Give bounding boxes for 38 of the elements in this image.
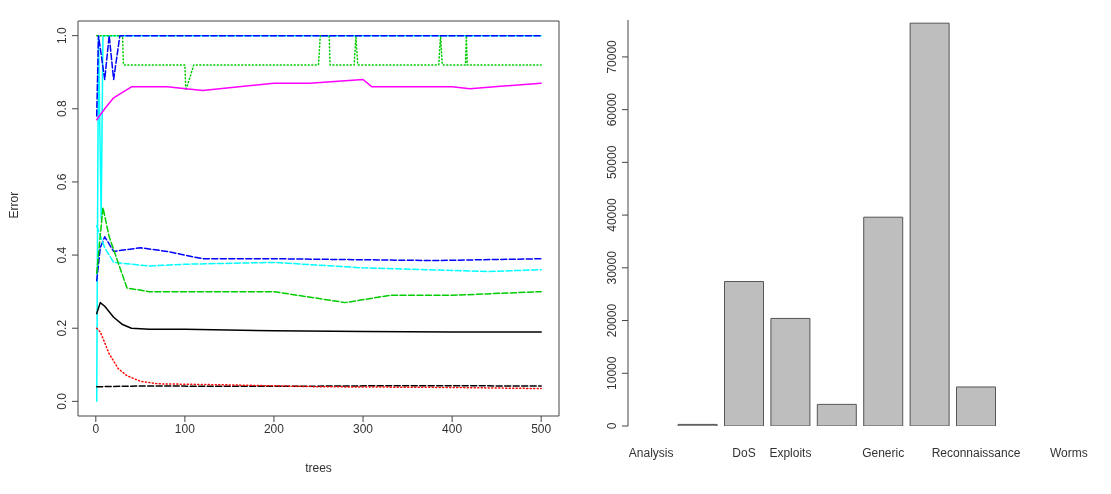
bar <box>956 386 997 426</box>
line-series <box>95 206 542 304</box>
y-tick-label: 30000 <box>605 250 619 285</box>
bar <box>909 22 950 426</box>
y-axis-title: Error <box>7 191 22 219</box>
y-tick-label: 40000 <box>605 198 619 232</box>
y-tick-label: 50000 <box>605 145 619 180</box>
x-tick-label: Reconnaissance <box>931 445 1021 460</box>
x-tick-label: DoS <box>732 445 756 460</box>
y-tick-label: 0.0 <box>55 392 69 410</box>
x-tick-label: 500 <box>531 421 552 436</box>
x-tick-label: Analysis <box>628 445 674 460</box>
line-series <box>95 301 542 333</box>
line-series <box>95 78 542 121</box>
x-tick-label: 200 <box>263 421 285 436</box>
x-tick-label: 400 <box>442 421 463 436</box>
y-tick-label: 20000 <box>605 303 619 338</box>
x-tick-label: 300 <box>353 421 374 436</box>
y-tick-label: 1.0 <box>55 26 69 44</box>
y-tick-label: 10000 <box>605 356 619 390</box>
y-tick-label: 0.6 <box>55 173 69 191</box>
line-series <box>95 327 542 390</box>
x-tick-label: Worms <box>1049 445 1088 460</box>
bar <box>863 216 904 426</box>
y-tick-label: 0.2 <box>55 319 69 337</box>
line-series <box>95 236 542 282</box>
x-axis-title: trees <box>305 461 332 475</box>
y-tick-label: 0.8 <box>55 100 69 118</box>
x-tick-label: 100 <box>174 421 196 436</box>
x-tick-label: Generic <box>862 445 905 460</box>
x-tick-label: 0 <box>92 421 100 436</box>
bar <box>770 317 811 426</box>
y-tick-label: 70000 <box>605 39 619 74</box>
y-tick-label: 60000 <box>605 92 619 127</box>
x-tick-label: Exploits <box>769 445 812 460</box>
bar <box>724 281 765 426</box>
y-tick-label: 0.4 <box>55 246 69 264</box>
bar <box>816 403 857 426</box>
